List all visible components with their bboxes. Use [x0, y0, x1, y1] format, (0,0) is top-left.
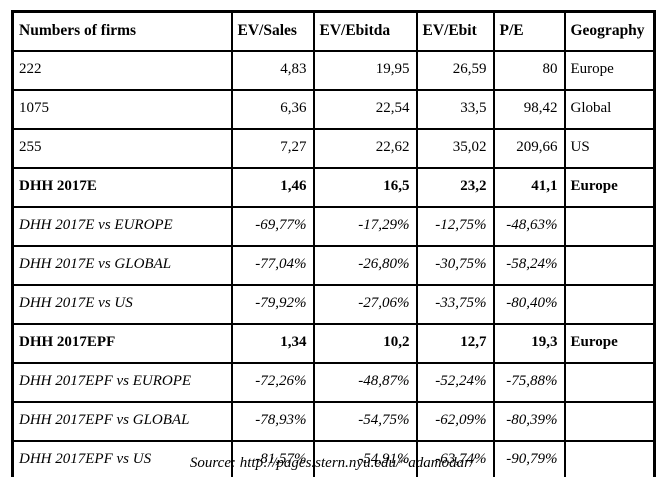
table-row: DHH 2017E vs EUROPE -69,77% -17,29% -12,75%… — [11, 206, 656, 247]
table-cell-ev-ebitda: 22,62 — [312, 128, 418, 169]
table-row: DHH 2017E vs US -79,92% -27,06% -33,75% -80,… — [11, 284, 656, 325]
table-cell-ev-ebitda: -27,06% — [312, 284, 418, 325]
table-cell-geography — [563, 245, 656, 286]
table-cell-numbers-of-firms: 1075 — [11, 89, 233, 130]
table-cell-ev-ebitda: 19,95 — [312, 50, 418, 91]
table-cell-ev-ebitda: 22,54 — [312, 89, 418, 130]
header-row: Numbers of firms EV/Sales EV/Ebitda EV/Ebit… — [11, 10, 656, 52]
table-cell-ev-ebit: 35,02 — [415, 128, 495, 169]
table-cell-geography: Europe — [563, 167, 656, 208]
table-cell-pe: 41,1 — [492, 167, 566, 208]
table-cell-ev-ebit: -52,24% — [415, 362, 495, 403]
table-cell-pe: 209,66 — [492, 128, 566, 169]
table-cell-geography — [563, 401, 656, 442]
table-row: 1075 6,36 22,54 33,5 98,42 Global — [11, 89, 656, 130]
table-cell-geography — [563, 206, 656, 247]
table-row: 255 7,27 22,62 35,02 209,66 US — [11, 128, 656, 169]
table-cell-numbers-of-firms: DHH 2017E vs GLOBAL — [11, 245, 233, 286]
table-cell-ev-sales: -79,92% — [230, 284, 315, 325]
table-cell-numbers-of-firms: DHH 2017EPF — [11, 323, 233, 364]
table-cell-pe: 80 — [492, 50, 566, 91]
table-cell-pe: -48,63% — [492, 206, 566, 247]
table-body: 222 4,83 19,95 26,59 80 Europe 1075 6,36 22,54 33… — [11, 50, 656, 477]
table-cell-ev-sales: 1,46 — [230, 167, 315, 208]
column-header-geography: Geography — [563, 10, 656, 52]
table-cell-ev-ebitda: -26,80% — [312, 245, 418, 286]
table-cell-ev-sales: 4,83 — [230, 50, 315, 91]
table-cell-pe: -75,88% — [492, 362, 566, 403]
table-cell-numbers-of-firms: 255 — [11, 128, 233, 169]
table-cell-ev-sales: -69,77% — [230, 206, 315, 247]
table-cell-ev-ebit: 12,7 — [415, 323, 495, 364]
table-cell-ev-ebit: -33,75% — [415, 284, 495, 325]
table-cell-ev-ebitda: 16,5 — [312, 167, 418, 208]
table-cell-pe: -80,40% — [492, 284, 566, 325]
table-cell-numbers-of-firms: DHH 2017EPF vs GLOBAL — [11, 401, 233, 442]
table-row: DHH 2017EPF vs EUROPE -72,26% -48,87% -52,2… — [11, 362, 656, 403]
table-row: DHH 2017EPF vs GLOBAL -78,93% -54,75% -62,0… — [11, 401, 656, 442]
table-row: DHH 2017E 1,46 16,5 23,2 41,1 Europe — [11, 167, 656, 208]
table-cell-ev-sales: -77,04% — [230, 245, 315, 286]
table-cell-numbers-of-firms: DHH 2017E vs EUROPE — [11, 206, 233, 247]
table-cell-ev-ebit: 26,59 — [415, 50, 495, 91]
table-cell-numbers-of-firms: 222 — [11, 50, 233, 91]
table-cell-ev-sales: -81,57% — [230, 440, 315, 477]
table-cell-pe: -58,24% — [492, 245, 566, 286]
table-cell-ev-ebitda: -54,75% — [312, 401, 418, 442]
table-cell-ev-sales: -78,93% — [230, 401, 315, 442]
table-cell-ev-ebitda: 10,2 — [312, 323, 418, 364]
valuation-multiples-table: Numbers of firms EV/Sales EV/Ebitda EV/Ebit… — [11, 10, 656, 477]
table-row: DHH 2017E vs GLOBAL -77,04% -26,80% -30,75%… — [11, 245, 656, 286]
table-cell-ev-ebit: -63,74% — [415, 440, 495, 477]
table-cell-pe: -90,79% — [492, 440, 566, 477]
table-cell-ev-ebit: -12,75% — [415, 206, 495, 247]
table-cell-ev-ebitda: -54,91% — [312, 440, 418, 477]
table-cell-numbers-of-firms: DHH 2017EPF vs US — [11, 440, 233, 477]
table-cell-ev-ebit: -62,09% — [415, 401, 495, 442]
table-cell-geography: Europe — [563, 50, 656, 91]
table-cell-ev-ebitda: -48,87% — [312, 362, 418, 403]
table-cell-ev-sales: 1,34 — [230, 323, 315, 364]
table-cell-ev-ebit: -30,75% — [415, 245, 495, 286]
table-cell-ev-ebit: 33,5 — [415, 89, 495, 130]
table-cell-geography — [563, 284, 656, 325]
column-header-ev-sales: EV/Sales — [230, 10, 315, 52]
table-cell-ev-sales: -72,26% — [230, 362, 315, 403]
table-cell-ev-sales: 6,36 — [230, 89, 315, 130]
table-cell-pe: -80,39% — [492, 401, 566, 442]
table-cell-pe: 98,42 — [492, 89, 566, 130]
table-cell-geography: Europe — [563, 323, 656, 364]
column-header-pe: P/E — [492, 10, 566, 52]
table-row: DHH 2017EPF vs US -81,57% -54,91% -63,74% -9… — [11, 440, 656, 477]
table-cell-geography — [563, 362, 656, 403]
table-row: 222 4,83 19,95 26,59 80 Europe — [11, 50, 656, 91]
table-cell-geography: US — [563, 128, 656, 169]
table-cell-geography — [563, 440, 656, 477]
table-header: Numbers of firms EV/Sales EV/Ebitda EV/Ebit… — [11, 10, 656, 52]
column-header-numbers-of-firms: Numbers of firms — [11, 10, 233, 52]
source-citation: Source: http://pages.stern.nyu.edu/~adam… — [189, 455, 475, 471]
table-cell-ev-ebitda: -17,29% — [312, 206, 418, 247]
table-cell-numbers-of-firms: DHH 2017E vs US — [11, 284, 233, 325]
table-cell-pe: 19,3 — [492, 323, 566, 364]
table-cell-numbers-of-firms: DHH 2017EPF vs EUROPE — [11, 362, 233, 403]
column-header-ev-ebit: EV/Ebit — [415, 10, 495, 52]
table-cell-geography: Global — [563, 89, 656, 130]
table-cell-numbers-of-firms: DHH 2017E — [11, 167, 233, 208]
column-header-ev-ebitda: EV/Ebitda — [312, 10, 418, 52]
table-cell-ev-ebit: 23,2 — [415, 167, 495, 208]
table-row: DHH 2017EPF 1,34 10,2 12,7 19,3 Europe — [11, 323, 656, 364]
table-cell-ev-sales: 7,27 — [230, 128, 315, 169]
